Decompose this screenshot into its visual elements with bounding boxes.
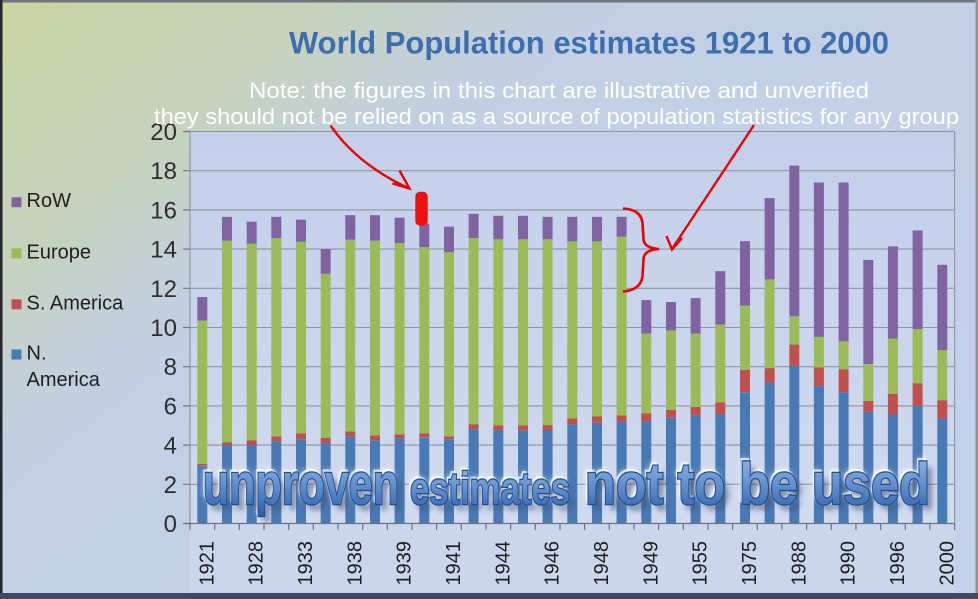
svg-text:1988: 1988 xyxy=(788,541,810,586)
svg-text:8: 8 xyxy=(164,354,177,381)
svg-text:RoW: RoW xyxy=(27,190,72,212)
svg-text:1955: 1955 xyxy=(690,541,712,586)
svg-text:1996: 1996 xyxy=(887,541,909,586)
svg-text:1949: 1949 xyxy=(640,541,662,586)
svg-text:6: 6 xyxy=(164,393,177,420)
svg-text:unproven: unproven xyxy=(208,458,404,523)
svg-text:16: 16 xyxy=(150,197,177,224)
svg-text:Note: the figures in this char: Note: the figures in this chart are illu… xyxy=(249,78,869,103)
svg-text:1948: 1948 xyxy=(591,541,613,586)
svg-text:estimates: estimates xyxy=(409,461,569,512)
svg-text:World Population estimates 192: World Population estimates 1921 to 2000 xyxy=(289,25,889,61)
svg-text:estimates: estimates xyxy=(410,463,570,514)
svg-text:1939: 1939 xyxy=(394,541,416,586)
svg-text:0: 0 xyxy=(164,511,177,538)
svg-text:they should not be relied on a: they should not be relied on as a source… xyxy=(154,104,959,129)
svg-text:1975: 1975 xyxy=(739,541,761,586)
svg-text:America: America xyxy=(27,369,101,391)
svg-text:N.: N. xyxy=(27,343,47,365)
svg-text:1933: 1933 xyxy=(295,541,317,586)
svg-text:not to be used: not to be used xyxy=(583,449,928,514)
svg-text:unproven: unproven xyxy=(201,449,397,514)
svg-text:1921: 1921 xyxy=(196,541,218,586)
svg-text:20: 20 xyxy=(150,119,177,146)
svg-text:1946: 1946 xyxy=(542,541,564,586)
svg-text:not to be used: not to be used xyxy=(584,450,929,515)
svg-text:10: 10 xyxy=(150,315,177,342)
svg-text:18: 18 xyxy=(150,158,177,185)
svg-text:Europe: Europe xyxy=(27,241,92,263)
svg-text:2000: 2000 xyxy=(936,541,958,586)
svg-text:S. America: S. America xyxy=(27,292,125,314)
svg-text:not to be used: not to be used xyxy=(585,452,930,517)
svg-text:12: 12 xyxy=(150,276,177,303)
svg-text:1941: 1941 xyxy=(443,541,465,586)
svg-text:2: 2 xyxy=(164,472,177,499)
svg-text:1990: 1990 xyxy=(838,541,860,586)
svg-text:14: 14 xyxy=(150,237,177,264)
svg-text:estimates: estimates xyxy=(408,460,568,511)
svg-text:unproven: unproven xyxy=(202,450,398,515)
svg-text:estimates: estimates xyxy=(415,469,575,520)
svg-text:1944: 1944 xyxy=(492,541,514,586)
svg-text:1938: 1938 xyxy=(344,541,366,586)
svg-text:4: 4 xyxy=(164,433,177,460)
svg-text:unproven: unproven xyxy=(203,452,399,517)
svg-text:1928: 1928 xyxy=(246,541,268,586)
svg-text:not to be used: not to be used xyxy=(590,458,935,523)
